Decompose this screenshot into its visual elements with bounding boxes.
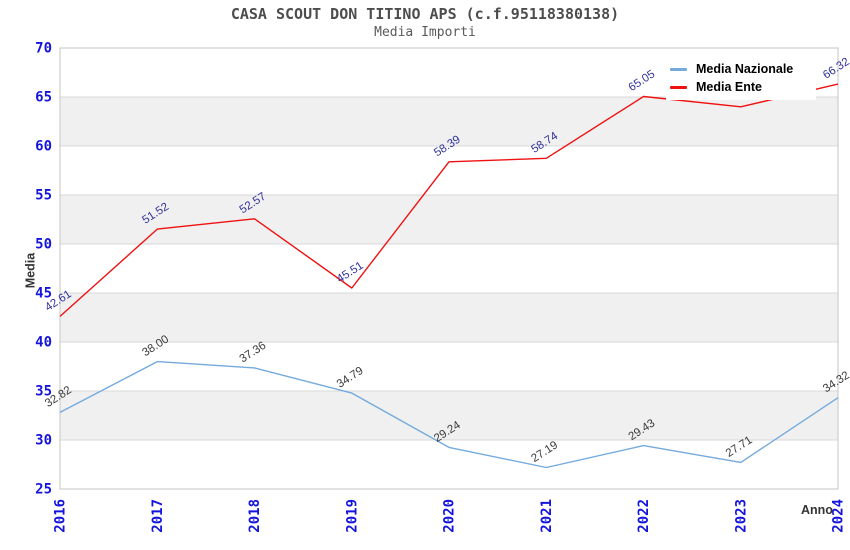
plot-border <box>59 47 839 490</box>
x-axis-title: Anno <box>801 503 833 517</box>
plot-band <box>60 244 838 293</box>
legend-label: Media Ente <box>696 80 762 94</box>
x-tick-label: 2016 <box>53 499 69 533</box>
x-tick-label: 2022 <box>636 499 652 533</box>
plot-band <box>60 440 838 489</box>
x-tick-label: 2024 <box>831 499 847 533</box>
chart-subtitle: Media Importi <box>374 25 476 40</box>
y-tick-label: 35 <box>35 384 52 400</box>
x-tick-label: 2021 <box>539 499 555 533</box>
series-line-media-ente <box>59 83 839 317</box>
y-tick-label: 60 <box>35 139 52 155</box>
plot-band <box>60 293 838 342</box>
plot-band <box>60 97 838 146</box>
legend-item-media-ente: Media Ente <box>670 80 812 94</box>
legend-swatch-red-line-icon <box>670 85 687 89</box>
plot-band <box>60 195 838 244</box>
plot-band <box>60 391 838 440</box>
plot-band <box>60 146 838 195</box>
chart-title: CASA SCOUT DON TITINO APS (c.f.951183801… <box>230 5 620 23</box>
legend-swatch-blue-line-icon <box>670 67 687 71</box>
y-tick-label: 45 <box>35 286 52 302</box>
x-tick-label: 2023 <box>733 499 749 533</box>
legend-label: Media Nazionale <box>696 62 794 76</box>
y-tick-label: 25 <box>35 482 52 498</box>
plot-band <box>60 342 838 391</box>
x-tick-label: 2019 <box>344 499 360 533</box>
x-tick-label: 2020 <box>442 499 458 533</box>
y-axis-title: Media <box>23 252 38 289</box>
chart-legend: Media Nazionale Media Ente <box>666 56 816 100</box>
legend-item-media-nazionale: Media Nazionale <box>670 62 812 76</box>
y-tick-label: 70 <box>35 41 52 57</box>
x-tick-label: 2018 <box>247 499 263 533</box>
y-tick-label: 65 <box>35 90 52 106</box>
y-tick-label: 55 <box>35 188 52 204</box>
y-tick-label: 30 <box>35 433 52 449</box>
series-line-media-nazionale <box>59 360 839 469</box>
y-tick-label: 40 <box>35 335 52 351</box>
y-tick-label: 50 <box>35 237 52 253</box>
x-tick-label: 2017 <box>150 499 166 533</box>
